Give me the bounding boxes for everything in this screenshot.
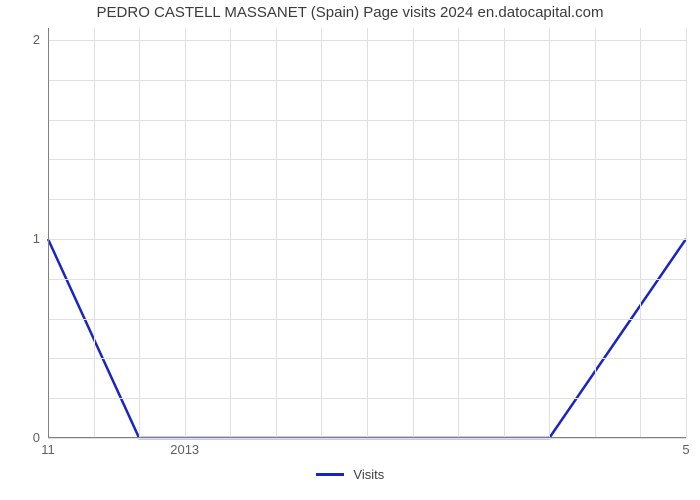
gridline-horizontal <box>48 80 686 81</box>
legend: Visits <box>0 466 700 482</box>
legend-swatch <box>316 473 344 476</box>
gridline-horizontal <box>48 279 686 280</box>
y-axis-line <box>48 28 49 438</box>
x-axis-line <box>48 437 686 438</box>
y-tick-label: 1 <box>20 231 40 246</box>
gridline-horizontal <box>48 159 686 160</box>
gridline-vertical <box>321 28 322 438</box>
legend-label: Visits <box>353 467 384 482</box>
gridline-vertical <box>549 28 550 438</box>
chart-title: PEDRO CASTELL MASSANET (Spain) Page visi… <box>0 4 700 21</box>
gridline-vertical <box>640 28 641 438</box>
gridline-vertical <box>367 28 368 438</box>
gridline-vertical <box>276 28 277 438</box>
gridline-vertical <box>686 28 687 438</box>
gridline-vertical <box>185 28 186 438</box>
gridline-horizontal <box>48 319 686 320</box>
gridline-horizontal <box>48 199 686 200</box>
gridline-horizontal <box>48 358 686 359</box>
gridline-vertical <box>595 28 596 438</box>
x-tick-label-mid: 2013 <box>155 442 215 457</box>
x-tick-label-right: 5 <box>656 442 700 457</box>
gridline-vertical <box>458 28 459 438</box>
gridline-vertical <box>504 28 505 438</box>
gridline-horizontal <box>48 239 686 240</box>
gridline-horizontal <box>48 120 686 121</box>
gridline-vertical <box>230 28 231 438</box>
gridline-horizontal <box>48 438 686 439</box>
gridline-horizontal <box>48 40 686 41</box>
x-tick-label-left: 11 <box>18 442 78 457</box>
gridline-vertical <box>413 28 414 438</box>
plot-area: 0121152013 <box>48 28 686 438</box>
gridline-vertical <box>94 28 95 438</box>
y-tick-label: 2 <box>20 32 40 47</box>
line-chart: PEDRO CASTELL MASSANET (Spain) Page visi… <box>0 0 700 500</box>
gridline-horizontal <box>48 398 686 399</box>
gridline-vertical <box>139 28 140 438</box>
